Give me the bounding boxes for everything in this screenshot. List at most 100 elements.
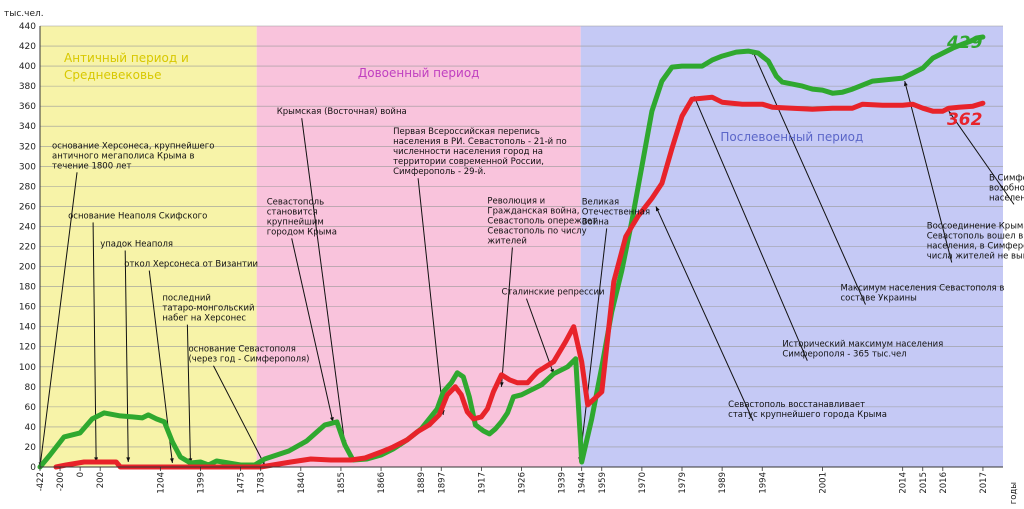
- x-tick-label: 2016: [939, 472, 949, 494]
- x-axis-label: годы: [1009, 482, 1019, 504]
- y-tick-label: 280: [19, 182, 36, 192]
- annotation-text: Севастополь вошел в фазу взрывного роста: [927, 231, 1024, 241]
- annotation-pointer: [186, 324, 191, 464]
- annotation-pointer: [301, 118, 346, 446]
- annotation-text: Симферополя - 365 тыс.чел: [782, 350, 906, 360]
- annotation-text: Революция и: [487, 196, 545, 206]
- labels: Античный период и Средневековье Довоенный …: [52, 33, 1024, 420]
- x-tick-label: 1917: [477, 472, 487, 494]
- y-tick-label: 160: [19, 303, 36, 313]
- annotation-text: Севастополь восстанавливает: [728, 400, 865, 410]
- series-end-label-green: 429: [946, 33, 983, 53]
- y-tick-label: 440: [19, 22, 36, 32]
- annotation-text: Севастополь опережает: [487, 216, 597, 226]
- annotation-arrowhead: [126, 457, 131, 462]
- annotation-text: Симферополь - 29-й.: [393, 167, 486, 177]
- x-tick-label: 1926: [518, 472, 528, 494]
- annotation-pointer: [655, 206, 754, 422]
- y-tick-label: 260: [19, 202, 36, 212]
- annotation-text: откол Херсонеса от Византии: [124, 260, 258, 270]
- annotation-arrowhead: [169, 458, 174, 463]
- y-tick-label: 20: [25, 443, 37, 453]
- annotation-text: составе Украины: [840, 294, 916, 304]
- annotation-text: Война: [582, 217, 609, 227]
- annotation-text: набег на Херсонес: [162, 314, 246, 324]
- y-tick-label: 380: [19, 82, 36, 92]
- annotation-text: городом Крыма: [267, 227, 337, 237]
- y-tick-label: 0: [30, 463, 36, 473]
- y-tick-label: 360: [19, 102, 36, 112]
- annotation-text: статус крупнейшего города Крыма: [728, 410, 887, 420]
- annotation-text: численности населения город на: [393, 147, 543, 157]
- annotation-text: Великая: [582, 197, 619, 207]
- annotation-pointer: [213, 365, 266, 466]
- x-tick-label: 1897: [437, 472, 447, 494]
- x-tick-label: 1944: [578, 472, 588, 494]
- series-end-label-red: 362: [947, 110, 983, 130]
- y-tick-label: 220: [19, 243, 36, 253]
- annotation-text: последний: [162, 294, 211, 304]
- annotation-text: жителей: [487, 236, 527, 246]
- gridlines: [40, 25, 1003, 468]
- annotation-pointer: [904, 80, 953, 263]
- x-tick-label: 2017: [979, 472, 989, 494]
- x-tick-label: 200: [96, 472, 106, 488]
- annotation-pointer: [124, 250, 129, 462]
- annotation-text: Воссоединение Крыма с Россией.: [927, 221, 1024, 231]
- series-line-red: [53, 94, 986, 470]
- period-label: Средневековье: [64, 68, 161, 82]
- y-tick-label: 120: [19, 343, 36, 353]
- x-tick-label: 2001: [818, 472, 828, 494]
- annotation-text: Севастополь: [267, 197, 324, 207]
- annotation-text: возобновляется рост: [989, 183, 1024, 193]
- y-tick-label: 240: [19, 222, 36, 232]
- y-tick-label: 180: [19, 283, 36, 293]
- y-axis-label: тыс.чел.: [4, 9, 44, 19]
- x-tick-label: 1866: [377, 472, 387, 494]
- x-tick-label: 1204: [156, 472, 166, 494]
- period-label: Послевоенный период: [720, 130, 863, 144]
- annotation-text: В Симферополе: [989, 173, 1024, 183]
- annotation-text: Гражданская война,: [487, 206, 579, 216]
- period-label: Довоенный период: [358, 66, 480, 80]
- annotation-text: течение 1800 лет: [52, 161, 131, 171]
- annotation-pointer: [751, 49, 866, 305]
- annotation-text: античного мегаполиса Крыма в: [52, 151, 194, 161]
- annotation-text: Севастополь по числу: [487, 226, 586, 236]
- annotation-pointer: [417, 178, 444, 415]
- x-tick-label: 2014: [899, 472, 909, 494]
- annotation-arrowhead: [655, 206, 660, 212]
- annotation-pointer: [579, 228, 608, 463]
- y-tick-label: 300: [19, 162, 36, 172]
- annotation-text: (через год - Симферополя): [188, 355, 309, 365]
- annotation-text: Крымская (Восточная) война: [277, 107, 407, 117]
- y-tick-label: 200: [19, 263, 36, 273]
- annotation-text: населения, в Симферополе - снижение: [927, 241, 1024, 251]
- annotation-text: основание Неаполя Скифского: [68, 211, 207, 221]
- annotation-text: территории современной России,: [393, 157, 544, 167]
- x-tick-label: -422: [36, 472, 46, 491]
- x-tick-label: 1979: [678, 472, 688, 494]
- annotation-text: населения: [989, 193, 1024, 203]
- y-tick-label: 100: [19, 363, 36, 373]
- x-tick-label: 1783: [257, 472, 267, 494]
- annotation-pointer: [92, 222, 97, 462]
- annotation-arrowhead: [903, 81, 908, 87]
- annotation-pointer: [948, 110, 1015, 205]
- x-tick-label: -200: [56, 472, 66, 491]
- y-tick-label: 40: [25, 423, 37, 433]
- x-tick-label: 1989: [718, 472, 728, 494]
- annotation-text: основание Херсонеса, крупнейшего: [52, 141, 214, 151]
- x-tick-label: 1399: [197, 472, 207, 494]
- x-tick-label: 2015: [919, 472, 929, 494]
- annotation-text: числа жителей не выше 10 тыс.: [927, 251, 1024, 261]
- y-tick-label: 320: [19, 142, 36, 152]
- x-tick-label: 1959: [598, 472, 608, 494]
- axes: 0 20 40 60 80 100 120 140 160 180 200 220 240 260 280 3…: [4, 9, 1019, 504]
- annotation-arrowhead: [499, 382, 504, 387]
- x-tick-label: 1475: [237, 472, 247, 494]
- x-tick-label: 1939: [558, 472, 568, 494]
- annotation-text: татаро-монгольский: [162, 304, 254, 314]
- annotation-pointer: [693, 95, 808, 361]
- annotation-text: Сталинские репрессии: [501, 288, 604, 298]
